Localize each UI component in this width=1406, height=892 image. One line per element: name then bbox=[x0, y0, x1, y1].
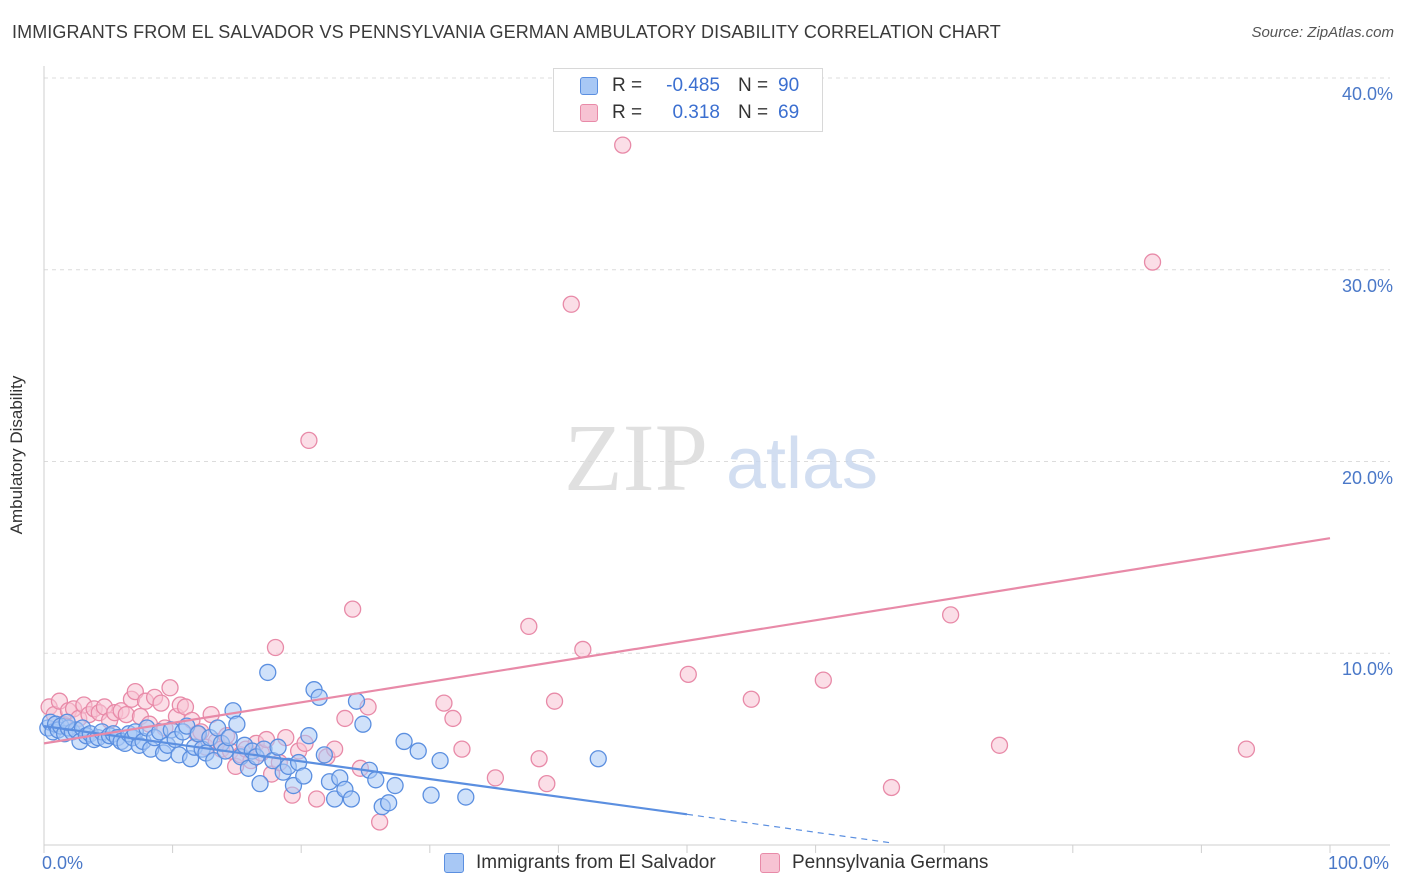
point-salvador bbox=[205, 751, 223, 770]
point-salvador bbox=[457, 788, 475, 806]
point-salvador bbox=[395, 732, 413, 751]
point-pagerman bbox=[538, 774, 556, 793]
legend-n-label: N = bbox=[738, 75, 769, 96]
trend-line-pagerman bbox=[43, 537, 1331, 745]
point-pagerman bbox=[336, 709, 354, 728]
legend-swatch-salvador bbox=[580, 77, 598, 95]
point-pagerman bbox=[814, 671, 832, 689]
point-salvador bbox=[295, 767, 313, 785]
point-pagerman bbox=[152, 694, 170, 712]
trend-line-salvador bbox=[43, 725, 688, 816]
point-pagerman bbox=[161, 679, 179, 697]
y-axis-label: Ambulatory Disability bbox=[7, 375, 26, 535]
point-pagerman bbox=[614, 136, 632, 154]
point-salvador bbox=[422, 786, 440, 804]
point-pagerman bbox=[486, 769, 505, 787]
point-salvador bbox=[269, 738, 287, 756]
bottom-legend-swatch-salvador bbox=[444, 853, 464, 873]
point-pagerman bbox=[453, 740, 471, 758]
point-salvador bbox=[251, 774, 269, 793]
point-salvador bbox=[347, 692, 366, 710]
y-tick-label: 20.0% bbox=[1341, 467, 1393, 488]
point-salvador bbox=[228, 715, 246, 733]
trend-lines bbox=[43, 537, 1331, 844]
x-tick-max: 100.0% bbox=[1328, 853, 1390, 873]
point-salvador bbox=[342, 790, 361, 808]
bottom-legend-label-pagerman: Pennsylvania Germans bbox=[792, 852, 989, 873]
axes bbox=[43, 66, 1390, 853]
point-salvador bbox=[315, 746, 333, 764]
bottom-legend-pagerman: Pennsylvania Germans bbox=[760, 852, 988, 874]
legend-row-pagerman: R = 0.318 N = 69 bbox=[580, 100, 799, 126]
point-salvador bbox=[589, 750, 607, 768]
x-tick-min: 0.0% bbox=[42, 853, 84, 873]
point-pagerman bbox=[520, 617, 538, 636]
watermark-zip: ZIP bbox=[564, 404, 708, 511]
point-salvador bbox=[367, 771, 385, 789]
point-pagerman bbox=[679, 665, 697, 683]
legend-swatch-pagerman bbox=[580, 104, 598, 122]
point-pagerman bbox=[117, 705, 135, 724]
point-pagerman bbox=[444, 709, 462, 728]
bottom-legend-salvador: Immigrants from El Salvador bbox=[444, 852, 716, 874]
legend-r-label: R = bbox=[612, 102, 643, 123]
point-salvador bbox=[431, 751, 449, 770]
point-pagerman bbox=[941, 606, 960, 624]
point-pagerman bbox=[574, 640, 592, 659]
watermark-atlas: atlas bbox=[726, 424, 878, 504]
watermark: ZIP atlas bbox=[564, 404, 878, 511]
point-pagerman bbox=[545, 692, 564, 710]
point-salvador bbox=[386, 776, 404, 795]
y-tick-label: 10.0% bbox=[1341, 659, 1393, 680]
legend-r-value: 0.318 bbox=[672, 102, 720, 123]
legend-r-label: R = bbox=[612, 75, 643, 96]
legend-n-label: N = bbox=[738, 102, 769, 123]
point-pagerman bbox=[990, 736, 1009, 754]
point-pagerman bbox=[435, 694, 453, 712]
chart-title: IMMIGRANTS FROM EL SALVADOR VS PENNSYLVA… bbox=[12, 22, 1001, 42]
legend-n-value: 90 bbox=[778, 75, 800, 96]
point-pagerman bbox=[300, 431, 318, 450]
source-label: Source: ZipAtlas.com bbox=[1251, 24, 1394, 41]
point-pagerman bbox=[1143, 253, 1162, 271]
point-salvador bbox=[379, 794, 398, 812]
point-pagerman bbox=[882, 778, 901, 797]
y-tick-label: 40.0% bbox=[1341, 84, 1393, 104]
point-pagerman bbox=[343, 600, 362, 618]
grid bbox=[44, 77, 1390, 654]
point-salvador bbox=[220, 728, 238, 747]
point-pagerman bbox=[742, 690, 760, 708]
point-salvador bbox=[310, 688, 328, 707]
point-pagerman bbox=[370, 813, 389, 831]
bottom-legend-label-salvador: Immigrants from El Salvador bbox=[476, 852, 716, 873]
point-pagerman bbox=[530, 750, 548, 768]
point-salvador bbox=[354, 715, 372, 733]
legend-r-value: -0.485 bbox=[666, 75, 720, 96]
point-pagerman bbox=[562, 295, 580, 313]
point-salvador bbox=[300, 727, 318, 745]
correlation-legend: R = -0.485 N = 90 R = 0.318 N = 69 bbox=[553, 68, 823, 132]
legend-row-salvador: R = -0.485 N = 90 bbox=[580, 73, 799, 99]
y-tick-label: 30.0% bbox=[1341, 275, 1393, 296]
legend-n-value: 69 bbox=[778, 102, 800, 123]
point-salvador bbox=[259, 663, 277, 682]
bottom-legend-swatch-pagerman bbox=[760, 853, 780, 873]
trend-line-salvador-extension bbox=[686, 813, 893, 844]
point-pagerman bbox=[266, 638, 285, 657]
point-pagerman bbox=[1237, 740, 1256, 758]
point-salvador bbox=[409, 742, 427, 760]
point-pagerman bbox=[307, 790, 326, 808]
